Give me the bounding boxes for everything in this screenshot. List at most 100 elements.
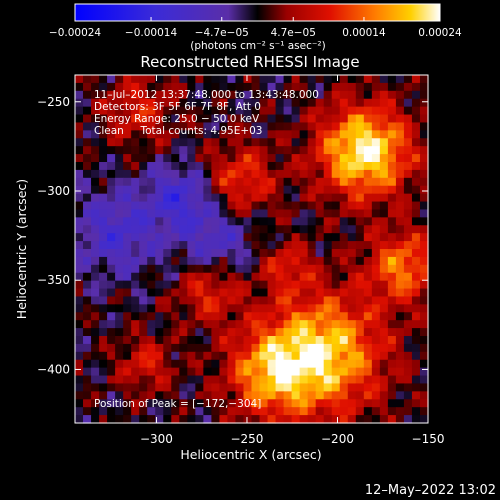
heatmap-cell [115,154,124,163]
heatmap-cell [419,336,429,345]
heatmap-cell [235,367,245,377]
heatmap-cell [347,304,357,313]
heatmap-cell [195,114,204,124]
heatmap-cell [155,343,164,353]
heatmap-cell [411,98,421,108]
heatmap-cell [379,249,389,258]
heatmap-cell [371,75,381,84]
heatmap-cell [243,399,253,408]
heatmap-cell [339,415,349,424]
heatmap-cell [203,375,212,385]
heatmap-cell [299,217,309,226]
heatmap-cell [355,336,365,345]
heatmap-cell [211,130,221,139]
heatmap-cell [339,122,349,131]
heatmap-cell [235,225,245,234]
heatmap-cell [307,399,317,408]
heatmap-cell [411,328,421,337]
heatmap-cell [323,328,333,337]
heatmap-cell [75,383,84,392]
heatmap-cell [299,122,309,131]
heatmap-cell [387,114,397,124]
heatmap-cell [219,233,229,242]
heatmap-cell [123,367,132,377]
heatmap-cell [379,162,389,171]
heatmap-cell [235,193,245,203]
heatmap-cell [147,399,156,408]
heatmap-cell [379,138,389,147]
heatmap-cell [267,138,277,147]
heatmap-cell [171,177,180,187]
heatmap-cell [195,399,204,408]
heatmap-cell [267,304,277,313]
heatmap-cell [411,320,421,329]
heatmap-cell [83,343,92,353]
heatmap-cell [267,391,277,400]
heatmap-cell [147,169,156,179]
heatmap-cell [387,320,397,329]
heatmap-cell [163,312,172,321]
heatmap-cell [379,375,389,385]
heatmap-cell [83,185,92,195]
heatmap-cell [259,138,269,147]
heatmap-cell [259,233,269,242]
heatmap-cell [387,407,397,416]
heatmap-cell [283,217,293,226]
heatmap-cell [419,272,429,282]
heatmap-cell [331,241,341,250]
heatmap-cell [259,122,269,131]
heatmap-cell [323,75,333,84]
heatmap-cell [195,169,204,179]
heatmap-cell [147,154,156,163]
heatmap-cell [299,146,309,155]
heatmap-cell [171,169,180,179]
heatmap-cell [403,154,413,163]
heatmap-cell [211,217,221,226]
heatmap-cell [227,225,237,234]
heatmap-cell [195,177,204,187]
heatmap-cell [131,296,140,305]
heatmap-cell [339,82,349,92]
heatmap-cell [251,154,261,163]
heatmap-cell [99,177,108,187]
heatmap-cell [363,359,373,369]
heatmap-cell [331,304,341,313]
heatmap-cell [379,90,389,100]
y-tick-label: −350 [37,273,70,287]
annotation-energy: Energy Range: 25.0 − 50.0 keV [94,113,260,125]
heatmap-cell [227,217,237,226]
heatmap-cell [299,114,309,124]
heatmap-cell [419,320,429,329]
heatmap-cell [115,130,124,139]
heatmap-cell [115,320,124,329]
heatmap-cell [267,225,277,234]
heatmap-cell [227,351,237,361]
heatmap-cell [155,272,164,282]
heatmap-cell [243,82,253,92]
heatmap-cell [131,98,140,108]
heatmap-cell [243,90,253,100]
heatmap-cell [339,154,349,163]
heatmap-cell [91,351,100,361]
heatmap-cell [235,296,245,305]
heatmap-cell [283,154,293,163]
heatmap-cell [171,209,180,218]
heatmap-cell [147,249,156,258]
heatmap-cell [259,367,269,377]
heatmap-cell [107,82,116,92]
heatmap-cell [163,217,172,226]
heatmap-cell [355,272,365,282]
heatmap-cell [75,138,84,147]
heatmap-cell [251,162,261,171]
heatmap-cell [187,367,196,377]
heatmap-cell [179,201,188,211]
heatmap-cell [115,336,124,345]
heatmap-cell [411,391,421,400]
heatmap-cell [291,114,301,124]
heatmap-cell [147,336,156,345]
heatmap-cell [123,217,132,226]
heatmap-cell [123,415,132,424]
heatmap-cell [259,130,269,139]
heatmap-cell [243,177,253,187]
heatmap-cell [163,122,172,131]
